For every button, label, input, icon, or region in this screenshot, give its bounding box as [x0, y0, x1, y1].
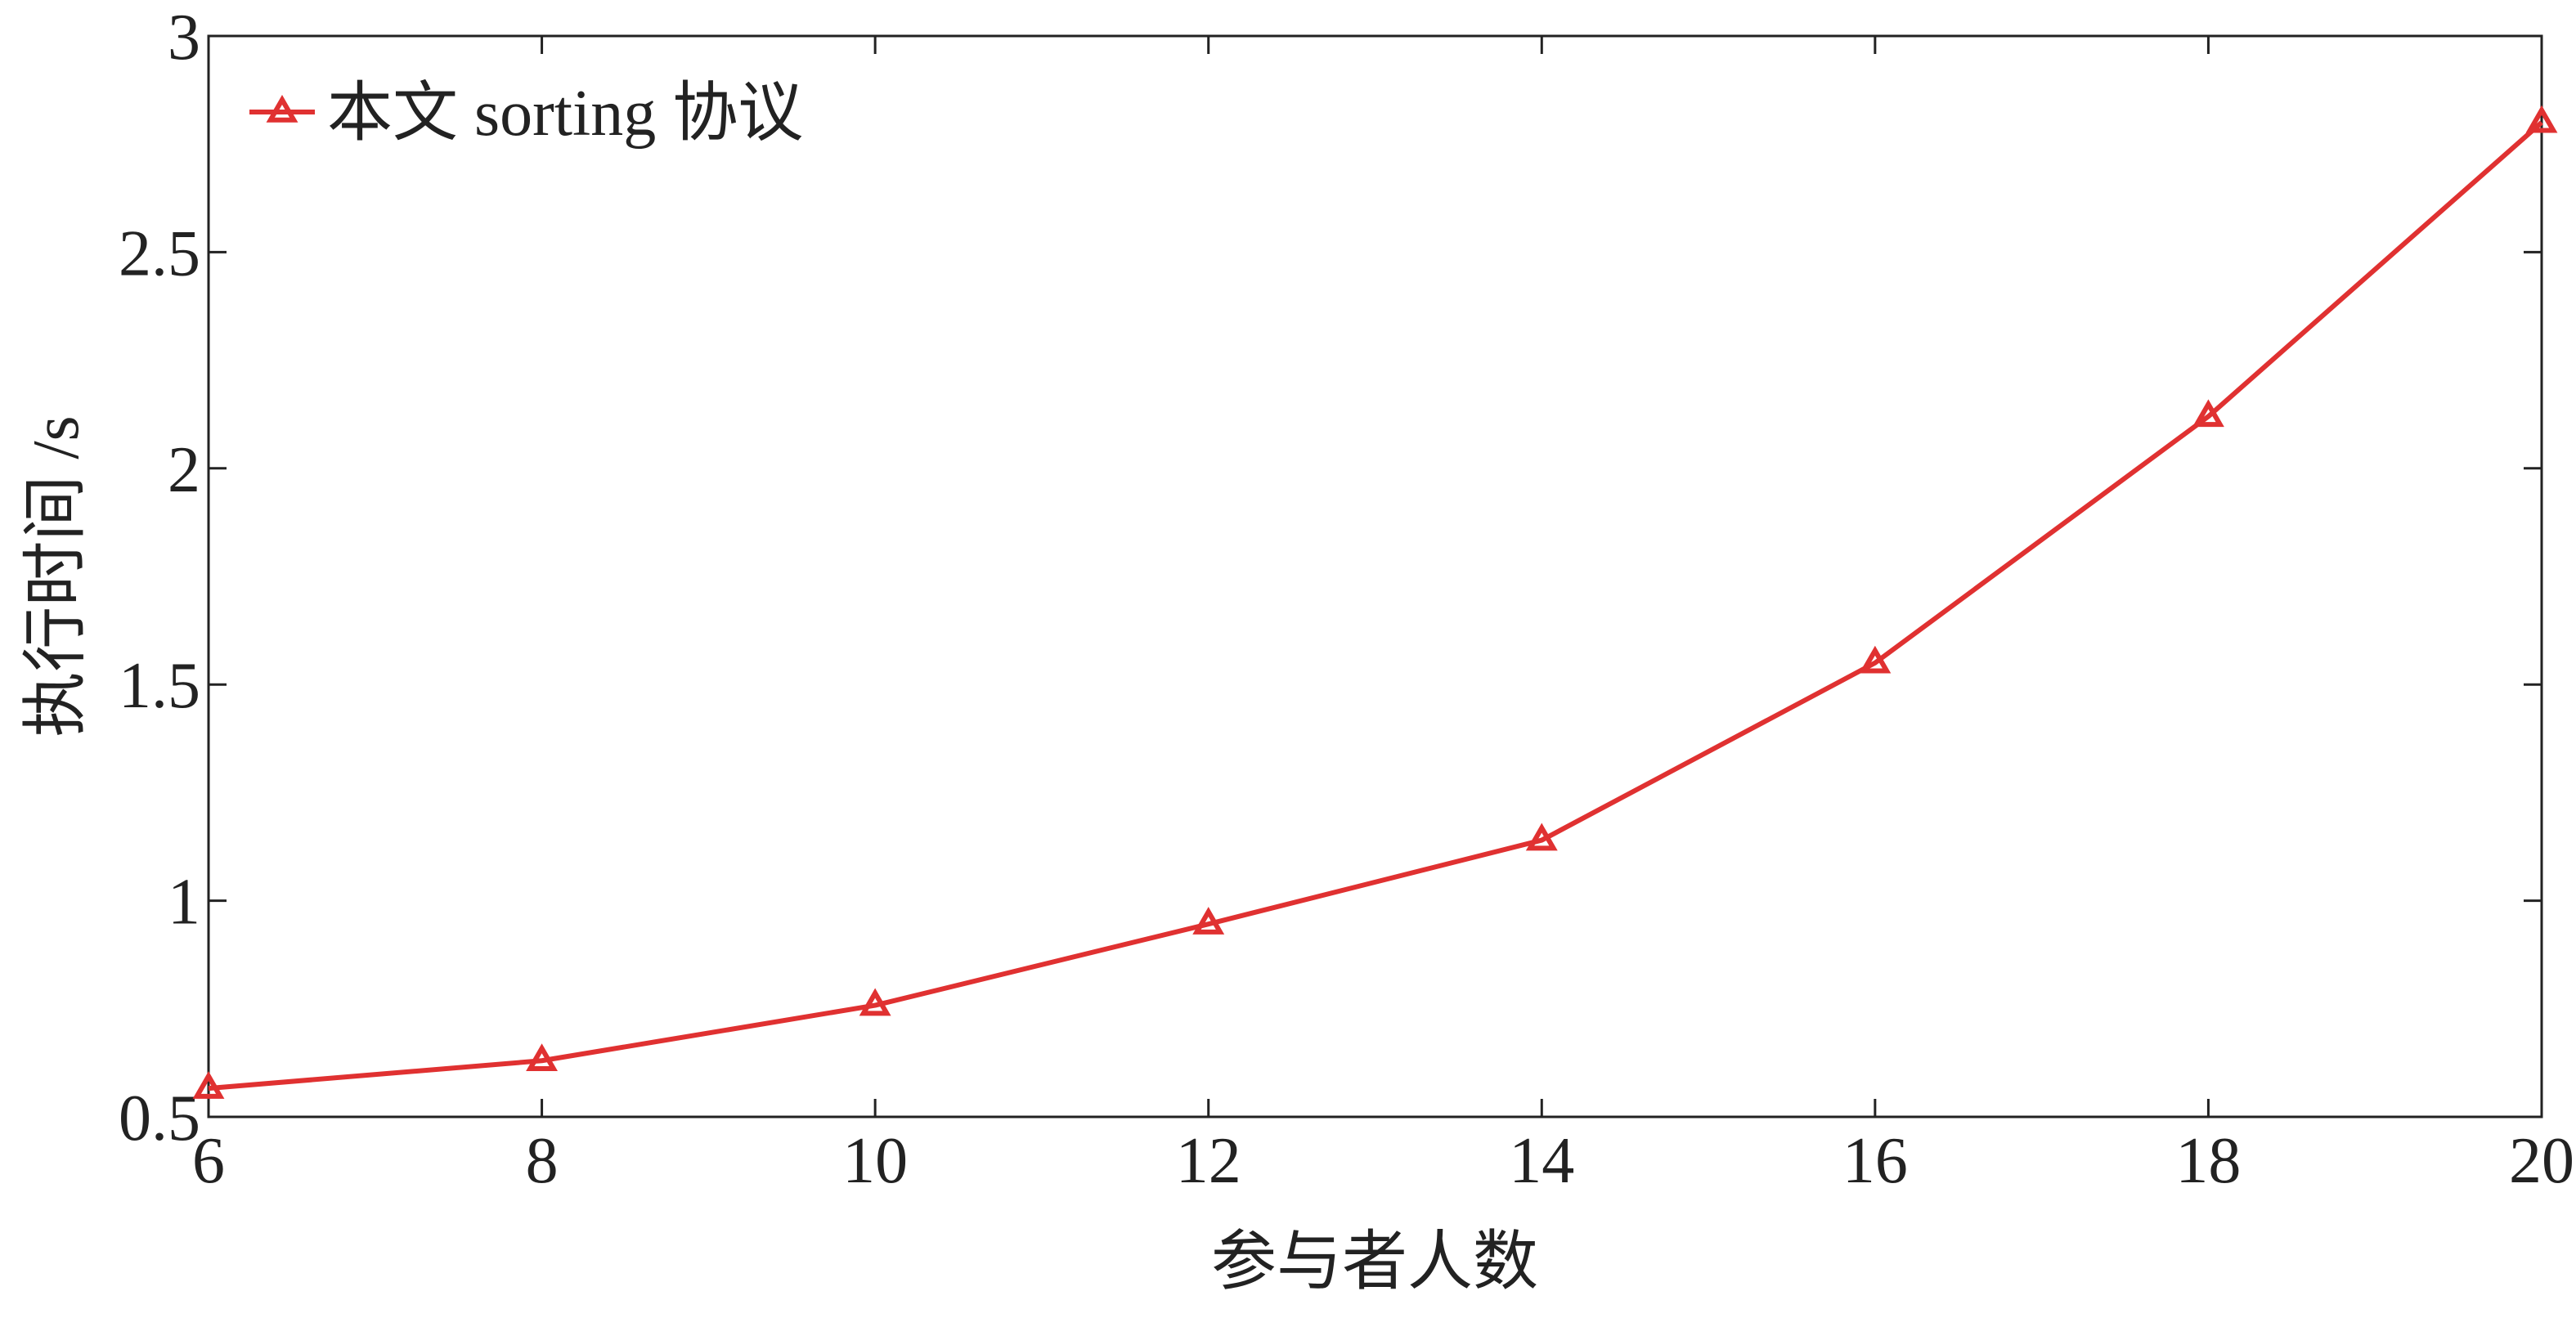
marker	[1525, 823, 1558, 851]
x-tick-label: 18	[2175, 1125, 2241, 1197]
x-tick-label: 20	[2509, 1125, 2574, 1197]
y-tick-label: 1.5	[119, 650, 200, 722]
y-tick-label: 0.5	[119, 1083, 200, 1154]
x-tick-label: 16	[1842, 1125, 1908, 1197]
marker	[2192, 399, 2224, 428]
x-tick-label: 14	[1509, 1125, 1574, 1197]
x-tick-label: 6	[192, 1125, 225, 1197]
marker	[192, 1071, 225, 1099]
legend-label: 本文 sorting 协议	[327, 78, 803, 150]
x-tick-label: 8	[526, 1125, 559, 1197]
y-tick-label: 1	[168, 867, 200, 939]
y-tick-label: 3	[168, 2, 200, 74]
marker	[1859, 645, 1892, 674]
marker	[526, 1043, 559, 1072]
marker	[2525, 105, 2558, 133]
marker	[859, 988, 891, 1016]
x-axis-label: 参与者人数	[1211, 1226, 1538, 1298]
y-tick-label: 2	[168, 434, 200, 506]
y-tick-label: 2.5	[119, 217, 200, 289]
x-tick-label: 10	[842, 1125, 908, 1197]
x-tick-label: 12	[1176, 1125, 1241, 1197]
plot-frame	[207, 34, 2543, 1119]
y-axis-label: 执行时间 /s	[20, 415, 92, 737]
series-line	[208, 120, 2543, 1092]
marker	[266, 94, 298, 123]
marker	[1192, 907, 1225, 935]
